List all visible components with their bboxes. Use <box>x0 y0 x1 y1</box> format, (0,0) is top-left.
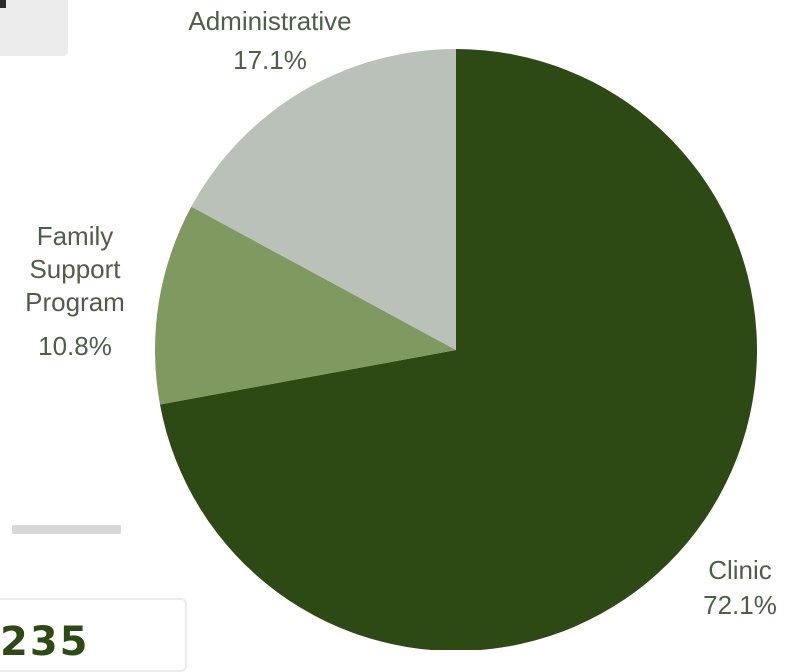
slice-label-administrative: Administrative 17.1% <box>188 6 351 75</box>
partial-card-top <box>0 0 68 56</box>
administrative-value-label: 17.1% <box>233 45 307 75</box>
clinic-label: Clinic <box>708 555 772 585</box>
slice-label-family-support: Family Support Program 10.8% <box>25 221 125 361</box>
family-support-label-line-1: Family <box>37 221 114 251</box>
administrative-label: Administrative <box>188 6 351 36</box>
family-support-value-label: 10.8% <box>38 331 112 361</box>
slice-label-clinic: Clinic 72.1% <box>703 555 777 620</box>
pie-chart: Clinic 72.1% Family Support Program 10.8… <box>25 6 777 650</box>
family-support-label-line-3: Program <box>25 287 125 317</box>
pie-slice-family-support-program <box>154 206 457 405</box>
pie-slice-clinic <box>159 49 757 650</box>
family-support-label-line-2: Support <box>29 254 121 284</box>
divider-bar <box>12 525 121 534</box>
clinic-value-label: 72.1% <box>703 590 777 620</box>
partial-glyph <box>0 0 16 8</box>
pie-slice-administrative <box>191 49 456 350</box>
pie-slices <box>154 49 757 650</box>
